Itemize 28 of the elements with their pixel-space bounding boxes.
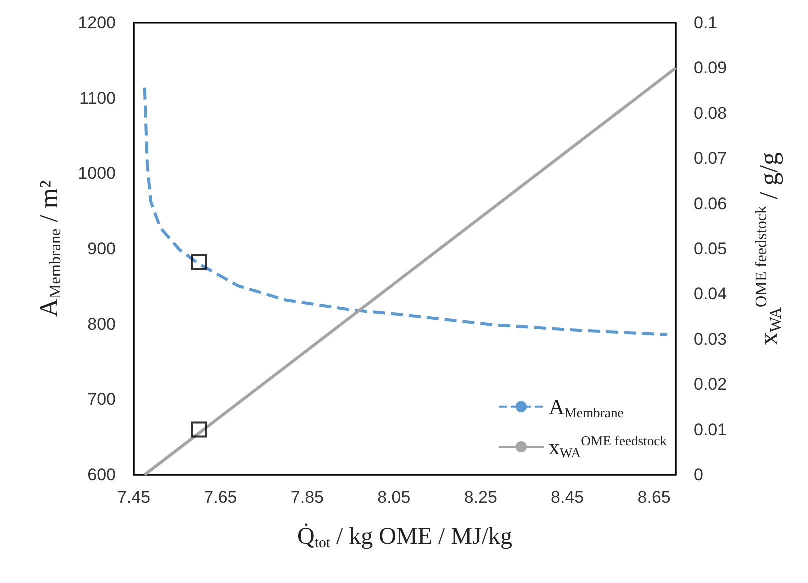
x-tick-label: 8.45 <box>551 488 584 507</box>
x-tick-label: 7.85 <box>290 488 324 507</box>
y-axis-title: AMembrane / m² <box>34 180 64 318</box>
x-tick-label: 8.25 <box>464 488 498 507</box>
y-tick-label: 600 <box>88 466 116 484</box>
y2-tick-label: 0.01 <box>694 420 728 440</box>
y-tick-label: 800 <box>88 314 116 334</box>
y-tick-label: 900 <box>88 240 116 258</box>
y2-tick-label: 0.09 <box>694 58 728 78</box>
y-tick-label: 1100 <box>79 88 116 108</box>
y2-tick-label: 0 <box>694 466 704 484</box>
y2-axis-title: xWAOME feedstock / g/g <box>754 152 785 346</box>
y2-tick-label: 0.02 <box>694 375 728 394</box>
y-tick-label: 700 <box>88 390 116 410</box>
x-tick-label: 7.65 <box>204 488 238 507</box>
y-tick-label: 1000 <box>78 164 116 184</box>
line-series <box>143 86 669 336</box>
x-tick-label: 8.05 <box>378 488 411 507</box>
x-tick-label: 8.65 <box>638 488 671 507</box>
y-tick-label: 1200 <box>78 14 116 32</box>
y2-tick-label: 0.08 <box>694 104 728 123</box>
y2-tick-label: 0.03 <box>694 330 728 349</box>
y2-tick-label: 0.06 <box>694 194 728 214</box>
y2-tick-label: 0.04 <box>694 284 728 304</box>
x-tick-label: 7.45 <box>117 488 151 507</box>
y2-tick-label: 0.07 <box>694 149 728 168</box>
y2-tick-label: 0.05 <box>694 240 728 258</box>
y2-tick-label: 0.1 <box>694 14 718 32</box>
